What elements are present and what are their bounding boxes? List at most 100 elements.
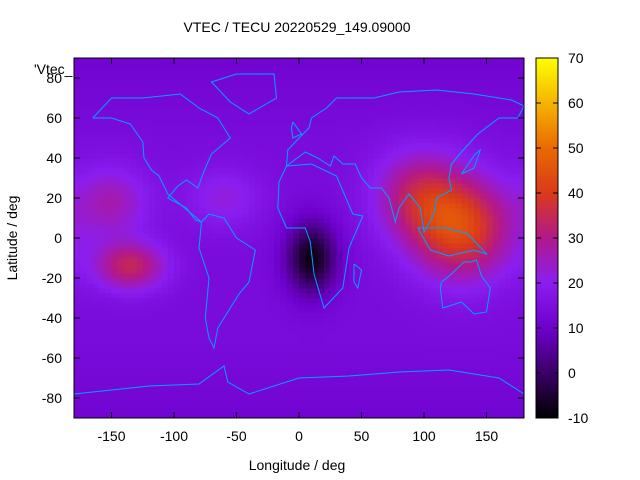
heatmap-cell	[117, 393, 125, 399]
heatmap-cell	[386, 138, 394, 144]
heatmap-cell	[324, 313, 331, 319]
heatmap-cell	[149, 198, 156, 204]
heatmap-cell	[242, 268, 250, 274]
heatmap-cell	[349, 188, 356, 194]
heatmap-cell	[136, 263, 144, 269]
heatmap-cell	[230, 78, 237, 84]
heatmap-cell	[367, 203, 375, 209]
heatmap-cell	[167, 168, 175, 174]
heatmap-cell	[174, 168, 181, 174]
heatmap-cell	[249, 153, 256, 159]
heatmap-cell	[492, 323, 500, 329]
heatmap-cell	[336, 113, 344, 119]
heatmap-cell	[186, 103, 194, 109]
heatmap-cell	[236, 223, 244, 229]
heatmap-cell	[492, 238, 500, 244]
heatmap-cell	[486, 348, 494, 354]
heatmap-cell	[74, 323, 81, 329]
heatmap-cell	[411, 288, 419, 294]
heatmap-cell	[305, 198, 312, 204]
heatmap-cell	[442, 243, 450, 249]
heatmap-cell	[336, 283, 344, 289]
heatmap-cell	[455, 188, 462, 194]
heatmap-cell	[411, 388, 419, 394]
heatmap-cell	[105, 328, 112, 334]
heatmap-cell	[280, 323, 287, 329]
heatmap-cell	[192, 178, 200, 184]
heatmap-cell	[292, 288, 300, 294]
heatmap-cell	[117, 373, 125, 379]
heatmap-cell	[474, 128, 481, 134]
heatmap-cell	[342, 143, 350, 149]
heatmap-cell	[330, 373, 337, 379]
heatmap-cell	[86, 283, 94, 289]
heatmap-cell	[111, 213, 119, 219]
heatmap-cell	[161, 218, 169, 224]
heatmap-cell	[374, 183, 381, 189]
heatmap-cell	[155, 338, 162, 344]
heatmap-cell	[167, 363, 175, 369]
heatmap-cell	[280, 283, 287, 289]
heatmap-cell	[411, 158, 419, 164]
heatmap-cell	[374, 243, 381, 249]
heatmap-cell	[292, 388, 300, 394]
heatmap-cell	[349, 193, 356, 199]
heatmap-cell	[424, 173, 431, 179]
heatmap-cell	[461, 248, 469, 254]
heatmap-cell	[149, 388, 156, 394]
heatmap-cell	[142, 113, 150, 119]
heatmap-cell	[380, 293, 387, 299]
heatmap-cell	[74, 188, 81, 194]
heatmap-cell	[411, 268, 419, 274]
heatmap-cell	[86, 378, 94, 384]
heatmap-cell	[367, 223, 375, 229]
heatmap-cell	[399, 318, 406, 324]
heatmap-cell	[342, 403, 350, 409]
heatmap-cell	[86, 88, 94, 94]
heatmap-cell	[280, 213, 287, 219]
heatmap-cell	[80, 248, 87, 254]
heatmap-cell	[411, 203, 419, 209]
heatmap-cell	[149, 318, 156, 324]
heatmap-cell	[280, 78, 287, 84]
heatmap-cell	[217, 388, 225, 394]
heatmap-cell	[249, 63, 256, 69]
heatmap-cell	[324, 208, 331, 214]
heatmap-cell	[161, 393, 169, 399]
heatmap-cell	[442, 198, 450, 204]
heatmap-cell	[224, 333, 231, 339]
heatmap-cell	[267, 288, 275, 294]
heatmap-cell	[392, 153, 400, 159]
heatmap-cell	[405, 293, 412, 299]
heatmap-cell	[336, 378, 344, 384]
heatmap-cell	[205, 208, 212, 214]
heatmap-cell	[186, 168, 194, 174]
heatmap-cell	[211, 153, 219, 159]
heatmap-cell	[261, 113, 269, 119]
heatmap-cell	[86, 223, 94, 229]
heatmap-cell	[292, 78, 300, 84]
heatmap-cell	[492, 198, 500, 204]
heatmap-cell	[386, 333, 394, 339]
heatmap-cell	[267, 408, 275, 414]
heatmap-cell	[174, 383, 181, 389]
heatmap-cell	[442, 233, 450, 239]
heatmap-cell	[92, 253, 100, 259]
heatmap-cell	[442, 303, 450, 309]
heatmap-cell	[155, 268, 162, 274]
heatmap-cell	[174, 118, 181, 124]
heatmap-cell	[99, 93, 106, 99]
heatmap-cell	[499, 163, 506, 169]
heatmap-cell	[142, 213, 150, 219]
heatmap-cell	[274, 373, 281, 379]
heatmap-cell	[386, 288, 394, 294]
heatmap-cell	[430, 243, 437, 249]
heatmap-cell	[255, 353, 262, 359]
heatmap-cell	[142, 63, 150, 69]
heatmap-cell	[230, 88, 237, 94]
heatmap-cell	[324, 368, 331, 374]
heatmap-cell	[161, 378, 169, 384]
heatmap-cell	[217, 218, 225, 224]
heatmap-cell	[111, 153, 119, 159]
heatmap-cell	[267, 308, 275, 314]
